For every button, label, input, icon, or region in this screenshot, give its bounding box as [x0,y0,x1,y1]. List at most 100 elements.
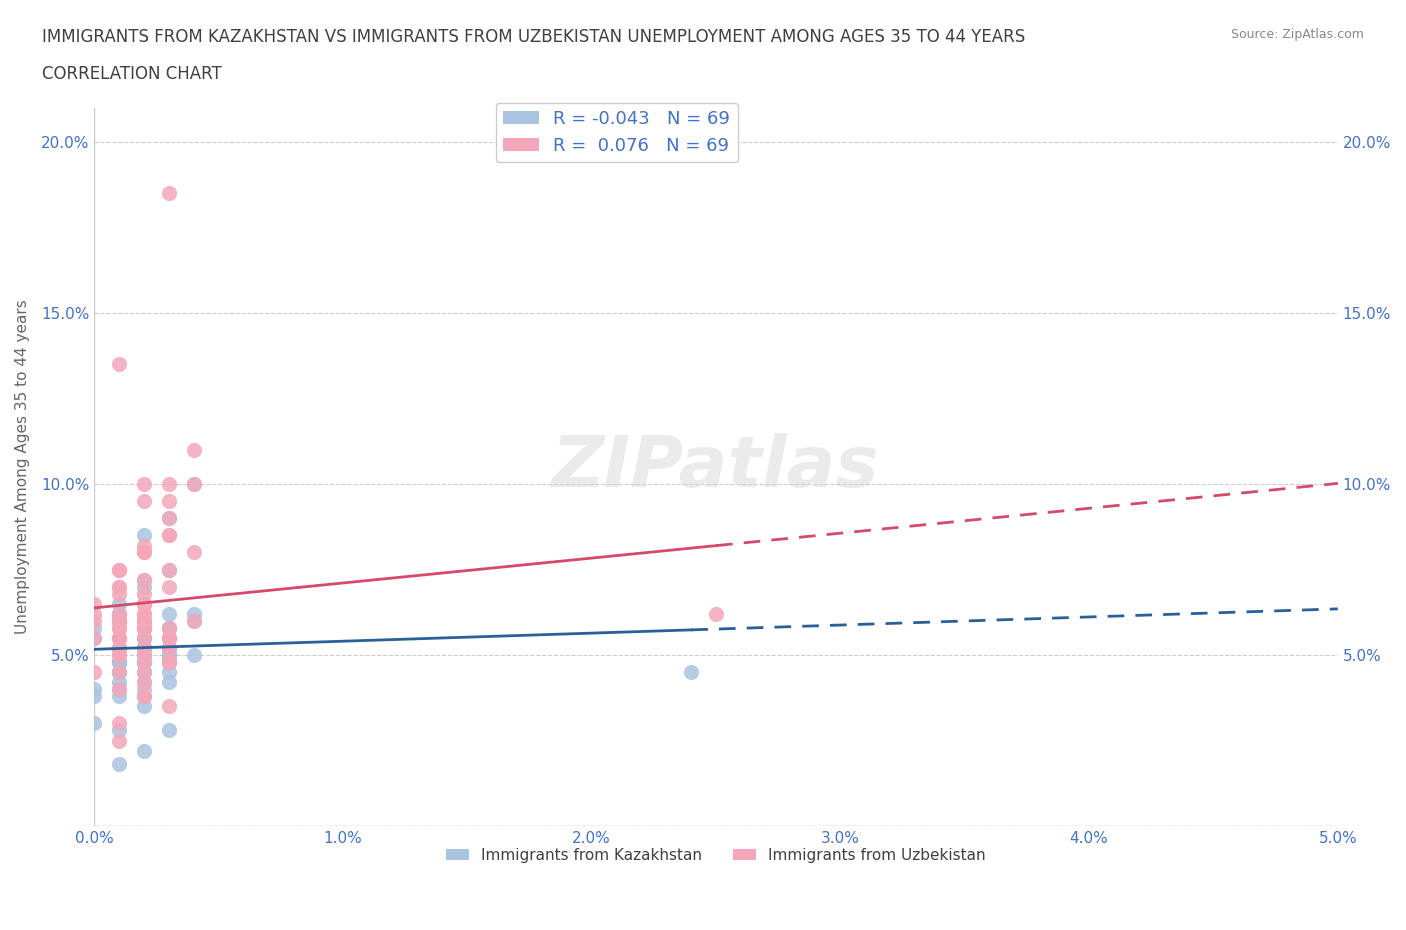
Point [132,655,155,670]
Point [108,733,131,748]
Point [108,631,131,645]
Text: IMMIGRANTS FROM KAZAKHSTAN VS IMMIGRANTS FROM UZBEKISTAN UNEMPLOYMENT AMONG AGES: IMMIGRANTS FROM KAZAKHSTAN VS IMMIGRANTS… [42,28,1025,46]
Point [108,586,131,601]
Point [108,647,131,662]
Point [183,647,205,662]
Point [157,511,180,525]
Point [157,186,180,201]
Point [157,528,180,543]
Point [183,477,205,492]
Point [132,647,155,662]
Point [132,675,155,690]
Point [83,631,105,645]
Point [108,606,131,621]
Point [83,665,105,680]
Point [108,757,131,772]
Point [157,641,180,656]
Point [108,579,131,594]
Point [157,562,180,577]
Point [132,620,155,635]
Point [108,716,131,731]
Point [132,631,155,645]
Point [108,688,131,703]
Point [157,655,180,670]
Point [108,665,131,680]
Point [83,614,105,629]
Point [108,614,131,629]
Point [157,641,180,656]
Point [132,665,155,680]
Point [157,647,180,662]
Point [704,606,727,621]
Point [108,606,131,621]
Point [157,641,180,656]
Point [132,641,155,656]
Point [108,631,131,645]
Point [108,614,131,629]
Point [157,631,180,645]
Point [157,723,180,737]
Point [132,641,155,656]
Point [132,596,155,611]
Point [108,641,131,656]
Point [108,579,131,594]
Point [132,572,155,587]
Point [132,688,155,703]
Point [132,641,155,656]
Point [183,614,205,629]
Point [157,562,180,577]
Point [132,647,155,662]
Point [108,606,131,621]
Point [83,716,105,731]
Point [132,606,155,621]
Point [183,614,205,629]
Point [108,665,131,680]
Legend: Immigrants from Kazakhstan, Immigrants from Uzbekistan: Immigrants from Kazakhstan, Immigrants f… [440,842,991,869]
Point [108,655,131,670]
Point [83,631,105,645]
Point [132,655,155,670]
Point [132,528,155,543]
Point [132,620,155,635]
Point [132,494,155,509]
Point [157,631,180,645]
Point [108,641,131,656]
Point [108,723,131,737]
Point [132,682,155,697]
Point [157,579,180,594]
Point [183,606,205,621]
Point [157,620,180,635]
Point [132,614,155,629]
Point [157,494,180,509]
Point [108,655,131,670]
Point [108,614,131,629]
Point [132,641,155,656]
Point [132,572,155,587]
Point [108,682,131,697]
Point [132,477,155,492]
Point [132,675,155,690]
Point [83,596,105,611]
Point [157,675,180,690]
Point [108,641,131,656]
Point [108,562,131,577]
Point [132,538,155,553]
Point [157,655,180,670]
Point [83,606,105,621]
Point [157,528,180,543]
Text: ZIPatlas: ZIPatlas [553,432,880,501]
Point [83,620,105,635]
Point [132,699,155,714]
Point [132,620,155,635]
Point [132,614,155,629]
Point [132,620,155,635]
Point [108,647,131,662]
Point [157,620,180,635]
Point [108,357,131,372]
Point [183,477,205,492]
Point [108,606,131,621]
Text: CORRELATION CHART: CORRELATION CHART [42,65,222,83]
Point [132,545,155,560]
Point [108,562,131,577]
Point [132,614,155,629]
